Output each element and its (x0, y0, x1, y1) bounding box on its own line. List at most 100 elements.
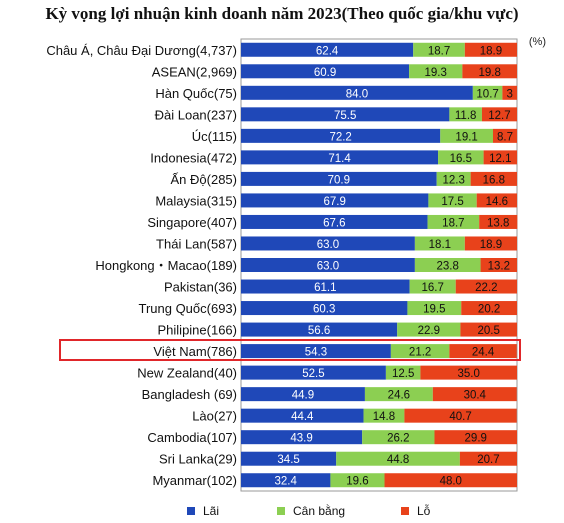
legend-item-lai: Lãi (187, 504, 219, 518)
data-label-can-bang-sri-lanka-29: 44.8 (387, 454, 409, 466)
bar-lai-singapore-407 (241, 214, 428, 229)
legend-swatch-can-bang (277, 507, 285, 515)
bar-lai-indonesia-472 (241, 150, 439, 165)
bar-lo-chau-a-chau-dai-duong-4-737 (464, 42, 517, 57)
bar-lai-an-do-285 (241, 171, 437, 186)
bar-can-bang-philipine-166 (397, 322, 461, 337)
data-label-lai-han-quoc-75: 84.0 (346, 88, 368, 100)
data-label-lo-cambodia-107: 29.9 (465, 433, 487, 445)
bar-lo-singapore-407 (479, 214, 518, 229)
data-label-lo-sri-lanka-29: 20.7 (477, 454, 499, 466)
unit-label: (%) (528, 36, 546, 48)
bar-can-bang-han-quoc-75 (472, 85, 503, 100)
data-label-lai-asean-2-969: 60.9 (314, 67, 336, 79)
bar-lo-lao-27 (404, 408, 517, 423)
data-label-can-bang-philipine-166: 22.9 (418, 325, 440, 337)
bar-lai-myanmar-102 (241, 473, 331, 488)
bar-can-bang-asean-2-969 (409, 64, 463, 79)
bar-lai-hongkong-macao-189 (241, 258, 415, 272)
data-label-lai-uc-115: 72.2 (329, 131, 351, 143)
data-label-lai-viet-nam-786: 54.3 (305, 347, 327, 359)
bar-lai-han-quoc-75 (241, 85, 473, 100)
bar-lai-new-zealand-40 (241, 365, 386, 380)
bar-lai-malaysia-315 (241, 193, 429, 208)
bar-can-bang-trung-quoc-693 (407, 301, 462, 316)
data-label-lo-an-do-285: 16.8 (483, 174, 505, 186)
category-label-thai-lan-587: Thái Lan(587) (156, 236, 237, 251)
bar-can-bang-new-zealand-40 (385, 365, 421, 380)
data-label-lo-singapore-407: 13.8 (487, 217, 509, 229)
data-label-can-bang-pakistan-36: 16.7 (421, 282, 443, 294)
category-label-pakistan-36: Pakistan(36) (164, 280, 237, 295)
category-label-cambodia-107: Cambodia(107) (147, 430, 237, 445)
bar-can-bang-lao-27 (363, 408, 405, 423)
bar-lai-cambodia-107 (241, 430, 363, 445)
bar-can-bang-an-do-285 (436, 171, 471, 186)
data-label-lo-viet-nam-786: 24.4 (472, 347, 495, 359)
bar-lai-bangladesh-69 (241, 387, 365, 402)
data-label-can-bang-singapore-407: 18.7 (442, 217, 464, 229)
bar-can-bang-hongkong-macao-189 (414, 258, 481, 272)
data-label-can-bang-an-do-285: 12.3 (442, 174, 464, 186)
bar-lai-viet-nam-786 (241, 344, 391, 359)
category-label-myanmar-102: Myanmar(102) (152, 473, 237, 488)
bar-lai-sri-lanka-29 (241, 451, 337, 466)
data-label-lo-indonesia-472: 12.1 (489, 153, 511, 165)
data-label-lo-malaysia-315: 14.6 (486, 196, 508, 208)
data-label-can-bang-malaysia-315: 17.5 (441, 196, 463, 208)
data-label-lai-bangladesh-69: 44.9 (292, 390, 314, 402)
data-label-can-bang-bangladesh-69: 24.6 (388, 390, 410, 402)
data-label-can-bang-chau-a-chau-dai-duong-4-737: 18.7 (428, 45, 450, 57)
data-label-lo-new-zealand-40: 35.0 (458, 368, 480, 380)
data-label-can-bang-dai-loan-237: 11.8 (455, 110, 477, 122)
data-label-lo-chau-a-chau-dai-duong-4-737: 18.9 (480, 45, 502, 57)
data-label-lo-hongkong-macao-189: 13.2 (488, 261, 510, 273)
category-label-sri-lanka-29: Sri Lanka(29) (159, 452, 237, 467)
bar-lo-hongkong-macao-189 (480, 258, 517, 272)
category-label-an-do-285: Ấn Độ(285) (171, 172, 237, 187)
bar-lo-malaysia-315 (476, 193, 517, 208)
bar-can-bang-viet-nam-786 (390, 344, 450, 359)
bar-lai-philipine-166 (241, 322, 398, 337)
legend-label-lai: Lãi (203, 504, 220, 518)
legend-swatch-lai (187, 507, 195, 515)
category-label-asean-2-969: ASEAN(2,969) (152, 64, 237, 79)
bar-lo-sri-lanka-29 (459, 451, 517, 466)
bar-lai-dai-loan-237 (241, 107, 450, 122)
bar-can-bang-chau-a-chau-dai-duong-4-737 (413, 42, 465, 57)
bar-can-bang-uc-115 (440, 128, 493, 143)
category-label-philipine-166: Philipine(166) (158, 323, 238, 338)
category-label-han-quoc-75: Hàn Quốc(75) (155, 86, 237, 101)
data-label-lai-trung-quoc-693: 60.3 (313, 304, 335, 316)
data-label-can-bang-asean-2-969: 19.3 (425, 67, 447, 79)
bar-can-bang-cambodia-107 (362, 430, 435, 445)
data-label-lo-uc-115: 8.7 (497, 131, 513, 143)
data-label-can-bang-lao-27: 14.8 (373, 411, 395, 423)
data-label-can-bang-han-quoc-75: 10.7 (476, 88, 498, 100)
data-label-can-bang-cambodia-107: 26.2 (387, 433, 409, 445)
data-label-lai-pakistan-36: 61.1 (314, 282, 336, 294)
bar-lo-an-do-285 (470, 171, 517, 186)
legend-label-can-bang: Cân bằng (293, 504, 346, 518)
category-label-hongkong-macao-189: Hongkong・Macao(189) (95, 258, 237, 273)
data-label-lai-lao-27: 44.4 (291, 411, 314, 423)
data-label-can-bang-trung-quoc-693: 19.5 (423, 304, 445, 316)
data-label-lai-sri-lanka-29: 34.5 (277, 454, 299, 466)
bar-lo-dai-loan-237 (481, 107, 517, 122)
bar-lai-chau-a-chau-dai-duong-4-737 (241, 42, 414, 57)
bar-lo-viet-nam-786 (449, 344, 517, 359)
legend-item-lo: Lỗ (401, 504, 430, 518)
data-label-lai-myanmar-102: 32.4 (275, 476, 298, 488)
bar-lai-lao-27 (241, 408, 364, 423)
category-label-lao-27: Lào(27) (192, 409, 237, 424)
bar-can-bang-indonesia-472 (438, 150, 484, 165)
bar-can-bang-malaysia-315 (428, 193, 477, 208)
data-label-can-bang-indonesia-472: 16.5 (450, 153, 472, 165)
data-label-lo-lao-27: 40.7 (449, 411, 471, 423)
bar-can-bang-sri-lanka-29 (336, 451, 460, 466)
data-label-can-bang-uc-115: 19.1 (455, 131, 477, 143)
bar-lai-thai-lan-587 (241, 236, 415, 251)
data-label-can-bang-new-zealand-40: 12.5 (392, 368, 414, 380)
data-label-lo-pakistan-36: 22.2 (475, 282, 497, 294)
